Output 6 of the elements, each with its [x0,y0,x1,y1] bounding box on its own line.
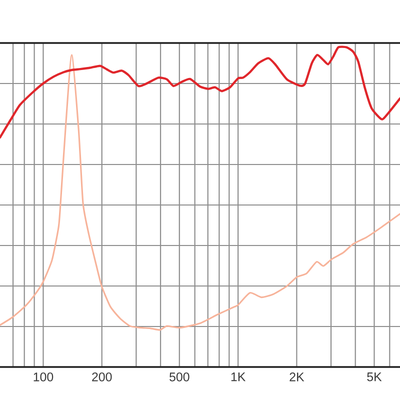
x-tick-label: 100 [34,372,54,382]
x-tick-label: 5K [367,372,382,382]
x-tick-label: 500 [170,372,190,382]
x-tick-label: 2K [290,372,304,382]
x-tick-label: 1K [231,372,246,382]
x-tick-label: 200 [92,372,112,382]
